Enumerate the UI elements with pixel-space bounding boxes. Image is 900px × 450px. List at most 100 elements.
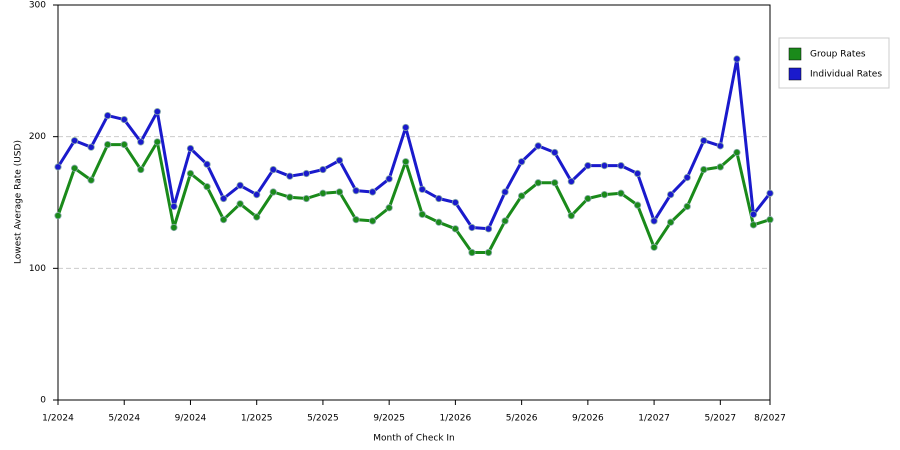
point [733, 55, 741, 63]
legend-swatch [788, 47, 802, 61]
point [418, 185, 426, 193]
x-tick-label: 1/2025 [241, 414, 273, 424]
point [484, 225, 493, 233]
point [186, 144, 195, 153]
point [369, 217, 377, 225]
point [600, 191, 609, 199]
point [683, 202, 691, 211]
point [567, 212, 575, 220]
point [633, 201, 642, 209]
point [501, 217, 509, 225]
point [518, 192, 526, 200]
point [236, 200, 244, 208]
point [120, 115, 128, 124]
point [468, 223, 476, 232]
point [170, 202, 178, 211]
point [87, 143, 95, 151]
point [749, 221, 758, 229]
legend-swatch [788, 67, 802, 81]
point [319, 165, 327, 174]
y-tick-label: 0 [40, 396, 46, 406]
point [584, 194, 592, 203]
point [236, 181, 244, 189]
point [137, 138, 145, 146]
point [203, 160, 211, 168]
x-tick-label: 5/2024 [108, 414, 140, 424]
point [716, 142, 724, 150]
point [451, 198, 459, 207]
x-tick-label: 1/2027 [638, 414, 670, 424]
point [286, 172, 294, 180]
x-tick-label: 9/2026 [572, 414, 604, 424]
point [170, 223, 178, 232]
point [269, 188, 277, 196]
x-tick-label: 9/2025 [373, 414, 405, 424]
point [716, 163, 724, 171]
x-tick-label: 1/2024 [42, 414, 74, 424]
point [534, 142, 542, 150]
point [600, 162, 609, 170]
point [319, 189, 327, 197]
x-tick-label: 1/2026 [440, 414, 472, 424]
point [501, 188, 509, 196]
point [683, 173, 691, 182]
point [54, 163, 62, 171]
point [219, 216, 228, 224]
point [269, 165, 277, 174]
point [567, 177, 575, 186]
plot-frame [57, 4, 771, 401]
point [633, 169, 642, 178]
point [435, 194, 443, 203]
point [617, 162, 625, 170]
x-tick-label: 5/2026 [506, 414, 538, 424]
point [733, 148, 741, 157]
y-tick-label: 300 [29, 1, 46, 11]
point [369, 188, 377, 196]
point [70, 164, 79, 172]
point [153, 108, 161, 116]
point [766, 189, 774, 197]
legend-label: Individual Rates [810, 70, 882, 80]
point [104, 140, 112, 149]
x-tick-label: 5/2027 [704, 414, 736, 424]
legend-box [778, 37, 890, 89]
y-tick-label: 100 [29, 264, 46, 274]
point [104, 112, 112, 120]
point [253, 213, 261, 221]
x-tick-label: 5/2025 [307, 414, 339, 424]
legend-label: Group Rates [810, 50, 866, 60]
point [584, 162, 592, 170]
point [749, 210, 758, 218]
point [385, 204, 393, 212]
point [551, 148, 559, 157]
point [551, 179, 559, 187]
point [667, 191, 675, 199]
point [484, 248, 493, 257]
x-tick-label: 8/2027 [754, 414, 786, 424]
point [435, 218, 443, 226]
point [402, 158, 410, 166]
point [137, 165, 145, 174]
point [402, 123, 410, 132]
point [534, 179, 542, 187]
point [650, 243, 658, 251]
series-line [56, 57, 772, 231]
point [335, 156, 344, 164]
point [153, 138, 161, 146]
point [650, 217, 658, 225]
point [335, 188, 344, 196]
y-axis-label: Lowest Average Rate (USD) [14, 140, 24, 264]
point [700, 137, 708, 145]
point [352, 187, 360, 195]
point [451, 225, 459, 233]
point [766, 216, 774, 224]
point [700, 165, 708, 174]
point [385, 175, 393, 183]
y-tick-label: 200 [29, 132, 46, 142]
point [70, 137, 79, 145]
point [286, 193, 294, 201]
point [253, 191, 261, 199]
series-line [56, 140, 771, 254]
point [54, 212, 62, 220]
